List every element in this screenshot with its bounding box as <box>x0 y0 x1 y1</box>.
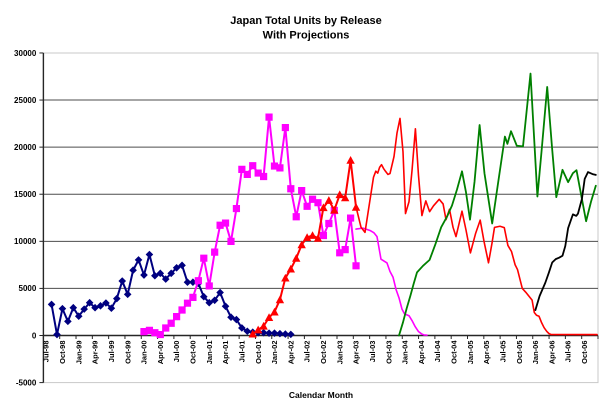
svg-text:Apr-06: Apr-06 <box>547 341 556 365</box>
svg-text:Apr-04: Apr-04 <box>417 340 426 365</box>
svg-text:Jul-02: Jul-02 <box>303 341 312 363</box>
svg-text:Jul-98: Jul-98 <box>42 341 51 363</box>
svg-text:Apr-99: Apr-99 <box>91 341 100 365</box>
svg-text:20000: 20000 <box>14 143 37 152</box>
svg-text:30000: 30000 <box>14 49 37 58</box>
svg-text:With Projections: With Projections <box>263 30 350 42</box>
svg-text:Apr-01: Apr-01 <box>221 341 230 365</box>
svg-text:Jan-01: Jan-01 <box>205 341 214 365</box>
svg-text:Jul-99: Jul-99 <box>107 341 116 363</box>
svg-text:Oct-00: Oct-00 <box>189 341 198 364</box>
svg-text:Jan-03: Jan-03 <box>335 341 344 365</box>
svg-text:Calendar Month: Calendar Month <box>289 390 353 400</box>
svg-text:Oct-01: Oct-01 <box>254 341 263 364</box>
svg-text:Apr-03: Apr-03 <box>352 341 361 365</box>
svg-text:Jul-04: Jul-04 <box>433 340 442 363</box>
svg-text:Jul-06: Jul-06 <box>564 341 573 363</box>
svg-text:0: 0 <box>32 331 37 340</box>
svg-text:Jan-06: Jan-06 <box>531 341 540 365</box>
svg-text:Japan Total Units by Release: Japan Total Units by Release <box>230 15 381 27</box>
svg-text:Jan-04: Jan-04 <box>401 340 410 365</box>
svg-text:Jan-02: Jan-02 <box>270 341 279 365</box>
svg-text:Oct-05: Oct-05 <box>515 341 524 364</box>
svg-text:-5000: -5000 <box>16 378 37 387</box>
svg-text:Apr-00: Apr-00 <box>156 341 165 365</box>
svg-text:5000: 5000 <box>19 284 37 293</box>
svg-text:Oct-02: Oct-02 <box>319 341 328 364</box>
svg-text:Jul-05: Jul-05 <box>498 341 507 363</box>
svg-text:Jul-01: Jul-01 <box>237 341 246 363</box>
svg-text:15000: 15000 <box>14 190 37 199</box>
svg-text:Jul-00: Jul-00 <box>172 341 181 363</box>
svg-text:Oct-03: Oct-03 <box>384 341 393 364</box>
svg-text:Jul-03: Jul-03 <box>368 341 377 363</box>
svg-text:Apr-02: Apr-02 <box>286 341 295 365</box>
svg-text:Jan-99: Jan-99 <box>74 341 83 365</box>
svg-text:Oct-99: Oct-99 <box>123 341 132 364</box>
svg-text:Oct-04: Oct-04 <box>450 340 459 364</box>
svg-text:Oct-98: Oct-98 <box>58 341 67 364</box>
svg-text:Jan-05: Jan-05 <box>466 341 475 365</box>
svg-text:Apr-05: Apr-05 <box>482 341 491 365</box>
svg-text:25000: 25000 <box>14 96 37 105</box>
svg-text:Oct-06: Oct-06 <box>580 341 589 364</box>
svg-text:10000: 10000 <box>14 237 37 246</box>
svg-text:Jan-00: Jan-00 <box>140 341 149 365</box>
